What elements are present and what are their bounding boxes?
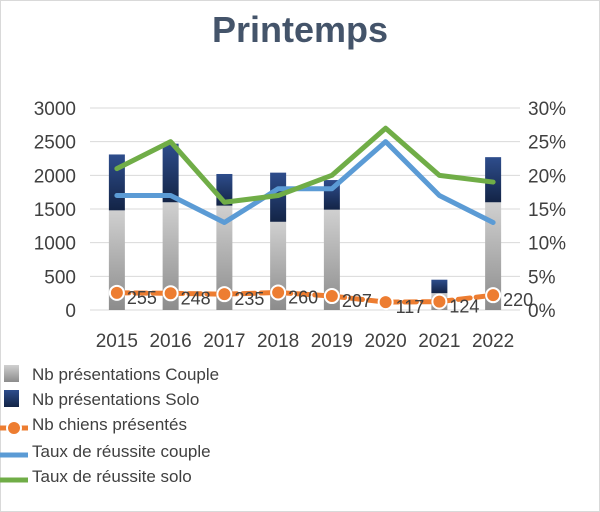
data-label-nb-chiens: 124 xyxy=(449,297,479,317)
line-nb-chiens xyxy=(114,289,496,305)
lines xyxy=(114,125,496,305)
legend-marker xyxy=(6,420,22,436)
y-left-tick-label: 2000 xyxy=(34,166,76,187)
gridlines xyxy=(90,107,520,311)
x-tick-label: 2021 xyxy=(418,331,460,352)
y-right-tick-label: 25% xyxy=(528,133,566,154)
bars xyxy=(108,143,502,310)
x-tick-label: 2016 xyxy=(149,331,191,352)
y-left-tick-label: 2500 xyxy=(34,133,76,154)
y-right-tick-label: 5% xyxy=(528,267,556,288)
marker-nb-chiens-2022 xyxy=(485,287,502,304)
marker-nb-chiens-2018 xyxy=(270,284,287,301)
legend-swatch xyxy=(4,390,19,407)
bar-couple-2016 xyxy=(162,202,179,310)
legend-item: Taux de réussite couple xyxy=(0,442,211,461)
line-taux-solo xyxy=(114,125,496,205)
chart-title: Printemps xyxy=(212,9,388,50)
x-tick-label: 2020 xyxy=(364,331,406,352)
x-tick-label: 2018 xyxy=(257,331,299,352)
legend-swatch xyxy=(4,365,19,382)
y-axis-left: 0 500 1000 1500 2000 2500 3000 xyxy=(34,99,76,322)
data-label-nb-chiens: 117 xyxy=(396,297,425,317)
marker-nb-chiens-2020 xyxy=(377,294,394,311)
x-tick-label: 2022 xyxy=(472,331,514,352)
legend-label: Nb chiens présentés xyxy=(32,415,187,434)
bar-couple-2022 xyxy=(485,202,502,310)
data-label-nb-chiens: 260 xyxy=(288,287,318,307)
y-left-tick-label: 1000 xyxy=(34,234,76,255)
marker-nb-chiens-2016 xyxy=(162,285,179,302)
y-left-tick-label: 1500 xyxy=(34,200,76,221)
marker-nb-chiens-2021 xyxy=(431,293,448,310)
y-axis-right: 0% 5% 10% 15% 20% 25% 30% xyxy=(528,99,566,322)
legend-label: Taux de réussite couple xyxy=(32,442,211,461)
data-label-nb-chiens: 248 xyxy=(181,288,211,308)
x-tick-label: 2017 xyxy=(203,331,245,352)
y-left-tick-label: 0 xyxy=(65,301,76,322)
data-label-nb-chiens: 207 xyxy=(342,291,372,311)
bar-couple-2019 xyxy=(323,209,340,310)
bar-couple-2017 xyxy=(216,205,233,310)
data-labels: 255 248 235 260 207 117 124 220 xyxy=(108,284,533,317)
legend-item: Taux de réussite solo xyxy=(0,467,192,486)
bar-solo-2015 xyxy=(108,154,125,211)
y-right-tick-label: 20% xyxy=(528,166,566,187)
legend: Nb présentations Couple Nb présentations … xyxy=(0,365,219,486)
marker-nb-chiens-2015 xyxy=(108,284,125,301)
y-right-tick-label: 15% xyxy=(528,200,566,221)
y-right-tick-label: 30% xyxy=(528,99,566,120)
marker-nb-chiens-2019 xyxy=(323,288,340,305)
y-right-tick-label: 10% xyxy=(528,234,566,255)
x-tick-label: 2019 xyxy=(311,331,353,352)
y-right-tick-label: 0% xyxy=(528,301,556,322)
data-label-nb-chiens: 235 xyxy=(234,289,264,309)
x-tick-label: 2015 xyxy=(96,331,138,352)
legend-label: Nb présentations Couple xyxy=(32,365,219,384)
data-label-nb-chiens: 255 xyxy=(127,288,157,308)
y-left-tick-label: 3000 xyxy=(34,99,76,120)
legend-label: Nb présentations Solo xyxy=(32,390,199,409)
bar-couple-2015 xyxy=(108,210,125,310)
marker-nb-chiens-2017 xyxy=(216,286,233,303)
x-axis: 2015 2016 2017 2018 2019 2020 2021 2022 xyxy=(96,331,515,352)
line-taux-couple xyxy=(114,139,496,225)
legend-item: Nb chiens présentés xyxy=(0,415,187,436)
bar-solo-2021 xyxy=(431,279,448,294)
legend-item: Nb présentations Solo xyxy=(4,390,199,409)
y-left-tick-label: 500 xyxy=(44,267,76,288)
data-label-nb-chiens: 220 xyxy=(503,290,533,310)
legend-item: Nb présentations Couple xyxy=(4,365,219,384)
bar-solo-2016 xyxy=(162,143,179,203)
legend-label: Taux de réussite solo xyxy=(32,467,192,486)
